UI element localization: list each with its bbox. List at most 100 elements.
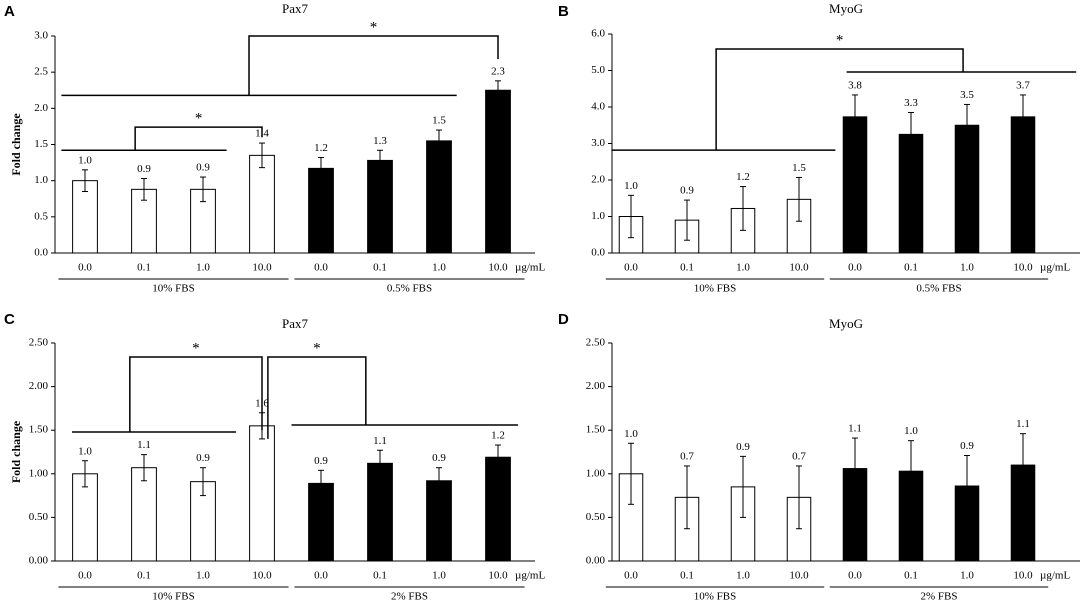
panel-letter: B — [558, 3, 569, 20]
chart-title: MyoG — [829, 1, 863, 16]
value-label: 0.9 — [196, 162, 210, 174]
group-label: 10% FBS — [152, 591, 195, 602]
value-label: 1.1 — [373, 435, 387, 447]
value-label: 1.2 — [314, 142, 328, 154]
group-label: 10% FBS — [694, 283, 737, 295]
value-label: 0.9 — [736, 441, 750, 453]
bar — [249, 154, 275, 254]
value-label: 3.3 — [904, 97, 918, 109]
y-tick-label: 0.5 — [34, 210, 48, 222]
unit-label: µg/mL — [515, 570, 545, 582]
x-tick-label: 0.0 — [624, 262, 638, 274]
x-tick-label: 0.0 — [78, 262, 92, 274]
x-tick-label: 0.0 — [848, 262, 862, 274]
significance-star: * — [370, 19, 378, 35]
x-tick-label: 10.0 — [789, 570, 809, 582]
x-tick-label: 0.1 — [904, 262, 918, 274]
value-label: 2.3 — [491, 65, 505, 77]
y-tick-label: 0.00 — [29, 555, 49, 567]
x-tick-label: 1.0 — [432, 570, 446, 582]
y-tick-label: 1.0 — [34, 174, 48, 186]
y-axis-label: Fold change — [9, 113, 23, 176]
y-tick-label: 1.00 — [586, 467, 606, 479]
y-tick-label: 1.50 — [586, 424, 606, 436]
bar — [367, 159, 393, 254]
x-tick-label: 10.0 — [252, 570, 272, 582]
significance-bracket — [267, 356, 367, 439]
y-tick-label: 1.5 — [34, 138, 48, 150]
value-label: 1.3 — [373, 135, 387, 147]
value-label: 1.2 — [736, 171, 750, 183]
significance-star: * — [313, 340, 321, 356]
bar — [485, 89, 511, 254]
value-label: 1.0 — [904, 425, 918, 437]
value-label: 0.7 — [680, 450, 694, 462]
x-tick-label: 1.0 — [736, 262, 750, 274]
y-tick-label: 3.0 — [34, 30, 48, 42]
value-label: 0.9 — [196, 452, 210, 464]
y-tick-label: 0.00 — [586, 555, 606, 567]
value-label: 1.5 — [432, 115, 446, 127]
bar — [131, 467, 157, 562]
significance-bracket — [248, 35, 499, 96]
value-label: 1.2 — [491, 430, 505, 442]
y-tick-label: 2.5 — [34, 66, 48, 78]
value-label: 1.1 — [848, 423, 862, 435]
y-tick-label: 2.00 — [586, 380, 606, 392]
value-label: 1.1 — [137, 439, 151, 451]
y-tick-label: 2.50 — [586, 337, 606, 349]
y-tick-label: 0.50 — [29, 511, 49, 523]
value-label: 1.1 — [1016, 418, 1030, 430]
significance-star: * — [195, 111, 203, 127]
x-tick-label: 1.0 — [196, 262, 210, 274]
x-tick-label: 1.0 — [196, 570, 210, 582]
y-tick-label: 2.00 — [29, 380, 49, 392]
chart-title: Pax7 — [282, 1, 309, 16]
y-tick-label: 2.0 — [34, 102, 48, 114]
x-tick-label: 1.0 — [960, 570, 974, 582]
y-tick-label: 5.0 — [591, 64, 605, 76]
y-tick-label: 6.0 — [591, 28, 605, 40]
panel-letter: A — [4, 3, 15, 20]
x-tick-label: 0.1 — [373, 570, 387, 582]
value-label: 1.0 — [78, 154, 92, 166]
chart-title: MyoG — [829, 316, 863, 331]
value-label: 3.8 — [848, 79, 862, 91]
x-tick-label: 10.0 — [789, 262, 809, 274]
x-tick-label: 1.0 — [432, 262, 446, 274]
value-label: 0.9 — [680, 185, 694, 197]
value-label: 1.5 — [792, 162, 806, 174]
bar — [249, 425, 275, 562]
significance-star: * — [836, 32, 844, 48]
significance-bracket — [129, 356, 263, 432]
y-tick-label: 2.50 — [29, 337, 49, 349]
bar — [485, 456, 511, 562]
x-tick-label: 0.1 — [680, 570, 694, 582]
value-label: 3.5 — [960, 89, 974, 101]
value-label: 0.9 — [432, 452, 446, 464]
x-tick-label: 0.1 — [680, 262, 694, 274]
group-label: 0.5% FBS — [387, 283, 432, 295]
bar — [367, 462, 393, 562]
x-tick-label: 0.1 — [137, 570, 151, 582]
group-label: 0.5% FBS — [916, 283, 961, 295]
value-label: 1.0 — [624, 428, 638, 440]
x-tick-label: 0.0 — [848, 570, 862, 582]
group-label: 2% FBS — [921, 591, 958, 602]
y-tick-label: 1.00 — [29, 467, 49, 479]
chart-title: Pax7 — [282, 316, 309, 331]
x-tick-label: 0.0 — [624, 570, 638, 582]
y-tick-label: 0.0 — [34, 247, 48, 259]
y-tick-label: 4.0 — [591, 101, 605, 113]
unit-label: µg/mL — [1040, 262, 1070, 274]
value-label: 0.9 — [960, 440, 974, 452]
significance-star: * — [192, 340, 200, 356]
x-tick-label: 0.0 — [78, 570, 92, 582]
group-label: 2% FBS — [391, 591, 428, 602]
group-label: 10% FBS — [152, 283, 195, 295]
panel-letter: D — [558, 311, 569, 328]
x-tick-label: 10.0 — [252, 262, 272, 274]
y-tick-label: 0.0 — [591, 247, 605, 259]
x-tick-label: 10.0 — [488, 262, 508, 274]
